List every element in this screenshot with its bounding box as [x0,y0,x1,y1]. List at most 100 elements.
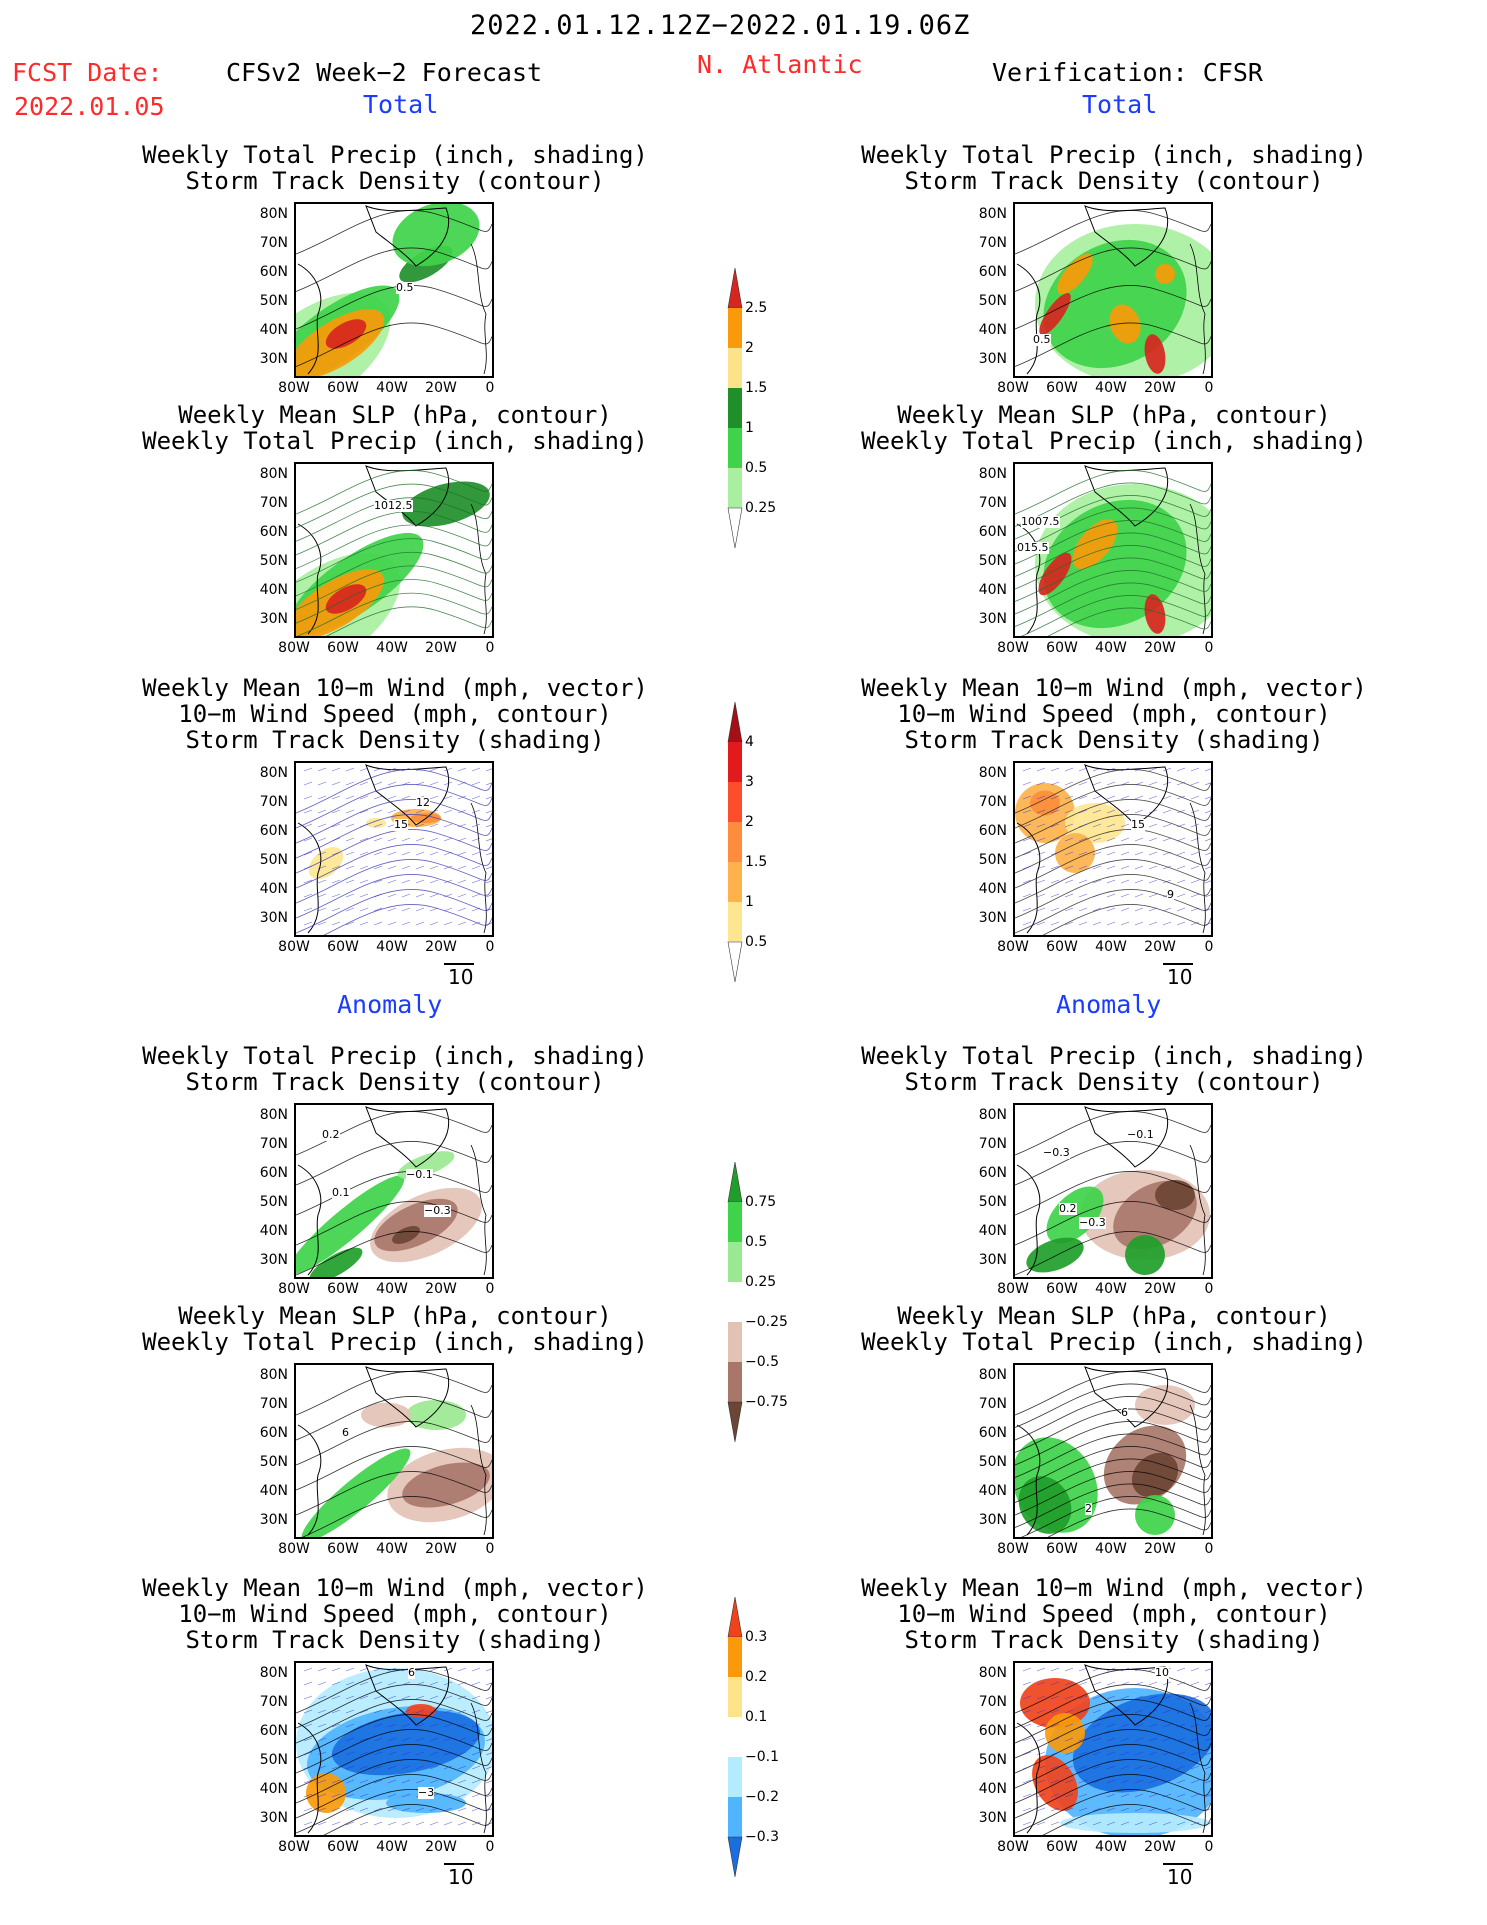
contour-label: 0.2 [322,1128,340,1141]
lat-tick-label: 60N [259,264,288,280]
colorbar-segment [728,1717,742,1757]
colorbar [727,1597,743,1878]
panel-title-line: Weekly Mean 10−m Wind (mph, vector) [142,674,648,702]
panel-title-line: Weekly Total Precip (inch, shading) [142,427,648,455]
colorbar-segment [727,268,743,309]
lon-tick-label: 20W [425,1839,457,1855]
panel-title-line: Weekly Total Precip (inch, shading) [861,1042,1367,1070]
lon-tick-label: 80W [278,1281,310,1297]
lon-tick-label: 80W [997,1839,1029,1855]
lat-tick-label: 80N [978,466,1007,482]
colorbar-label: 0.25 [745,500,777,516]
panel-title-line: Storm Track Density (contour) [904,167,1324,195]
left-total-label: Total [363,90,439,119]
lon-tick-label: 60W [1046,1839,1078,1855]
lon-tick-label: 60W [1046,1281,1078,1297]
contour-label: 12 [416,796,430,809]
map-panel: −0.1 −0.3 0.2 −0.3 [1013,1103,1213,1279]
lon-tick-label: 0 [485,380,495,396]
panel-title-line: Weekly Total Precip (inch, shading) [861,1328,1367,1356]
colorbar-label: 0.75 [745,1194,777,1210]
colorbar-segment [728,902,742,942]
colorbar [727,268,743,549]
lat-tick-label: 50N [259,553,288,569]
colorbar-segment [727,1597,743,1638]
lon-tick-label: 20W [1144,1541,1176,1557]
panel-title-line: 10−m Wind Speed (mph, contour) [897,1600,1331,1628]
lat-tick-label: 30N [978,1810,1007,1826]
colorbar-label: 0.2 [745,1669,768,1685]
vector-arrow-icon [1163,963,1193,965]
lat-tick-label: 70N [978,1396,1007,1412]
colorbar-label: 0.5 [745,1234,768,1250]
contour-label: −0.3 [1079,1216,1106,1229]
contour-label: 10 [1155,1666,1169,1679]
lon-tick-label: 20W [1144,939,1176,955]
lon-tick-label: 40W [376,380,408,396]
right-anomaly-label: Anomaly [1056,990,1162,1019]
colorbar-segment [728,388,742,428]
lat-tick-label: 80N [259,206,288,222]
lat-tick-label: 40N [978,1781,1007,1797]
lat-tick-label: 70N [978,794,1007,810]
colorbar-label: 1.5 [745,854,768,870]
panel-title-line: Weekly Mean 10−m Wind (mph, vector) [861,1574,1367,1602]
colorbar-label: 0.5 [745,460,768,476]
panel-title-line: Weekly Mean SLP (hPa, contour) [897,401,1331,429]
lon-tick-label: 20W [1144,1281,1176,1297]
map-panel: 0.5 [1013,202,1213,378]
lat-tick-label: 30N [978,351,1007,367]
colorbar-segment [728,1242,742,1282]
lat-tick-label: 50N [259,1194,288,1210]
colorbar-label: −0.5 [745,1354,779,1370]
lon-tick-label: 60W [327,640,359,656]
colorbar-label: 1.5 [745,380,768,396]
colorbar-label: 0.3 [745,1629,768,1645]
contour-label: −0.1 [1127,1128,1154,1141]
contour-label: −0.1 [406,1168,433,1181]
map-panel: 6 [294,1363,494,1539]
colorbar-label: 2 [745,340,754,356]
lat-tick-label: 70N [978,1136,1007,1152]
lon-tick-label: 40W [376,939,408,955]
lon-tick-label: 80W [278,939,310,955]
lon-tick-label: 20W [1144,640,1176,656]
panel-title-line: Weekly Total Precip (inch, shading) [861,427,1367,455]
colorbar-label: 0.5 [745,934,768,950]
lon-tick-label: 60W [1046,939,1078,955]
lat-tick-label: 50N [259,1454,288,1470]
map-panel: 1012.5 [294,462,494,638]
vector-reference-label: 10 [448,1865,474,1889]
lon-tick-label: 40W [1095,1281,1127,1297]
lat-tick-label: 70N [259,1136,288,1152]
lat-tick-label: 70N [259,1396,288,1412]
contour-label: 9 [1167,888,1174,901]
lat-tick-label: 30N [259,611,288,627]
colorbar-segment [728,468,742,508]
lon-tick-label: 0 [1204,1281,1214,1297]
lat-tick-label: 40N [259,881,288,897]
lon-tick-label: 40W [1095,1839,1127,1855]
colorbar-segment [728,862,742,902]
colorbar-segment [728,1677,742,1717]
panel-title-line: Storm Track Density (contour) [185,167,605,195]
lon-tick-label: 60W [327,939,359,955]
lat-tick-label: 30N [259,910,288,926]
lat-tick-label: 30N [259,1810,288,1826]
colorbar-segment [727,1836,743,1878]
contour-label: 6 [342,1426,349,1439]
contour-label: 6 [1121,1406,1128,1419]
panel-title-line: Weekly Mean 10−m Wind (mph, vector) [142,1574,648,1602]
lat-tick-label: 40N [978,881,1007,897]
colorbar-segment [727,1401,743,1443]
contour-label: 1012.5 [374,499,413,512]
colorbar [727,1162,743,1443]
vector-reference-label: 10 [448,965,474,989]
lon-tick-label: 60W [327,380,359,396]
colorbar [727,702,743,983]
colorbar-segment [727,1162,743,1203]
lat-tick-label: 80N [978,1107,1007,1123]
vector-reference-label: 10 [1167,1865,1193,1889]
right-title: Verification: CFSR [992,58,1263,87]
region-label: N. Atlantic [697,50,863,79]
